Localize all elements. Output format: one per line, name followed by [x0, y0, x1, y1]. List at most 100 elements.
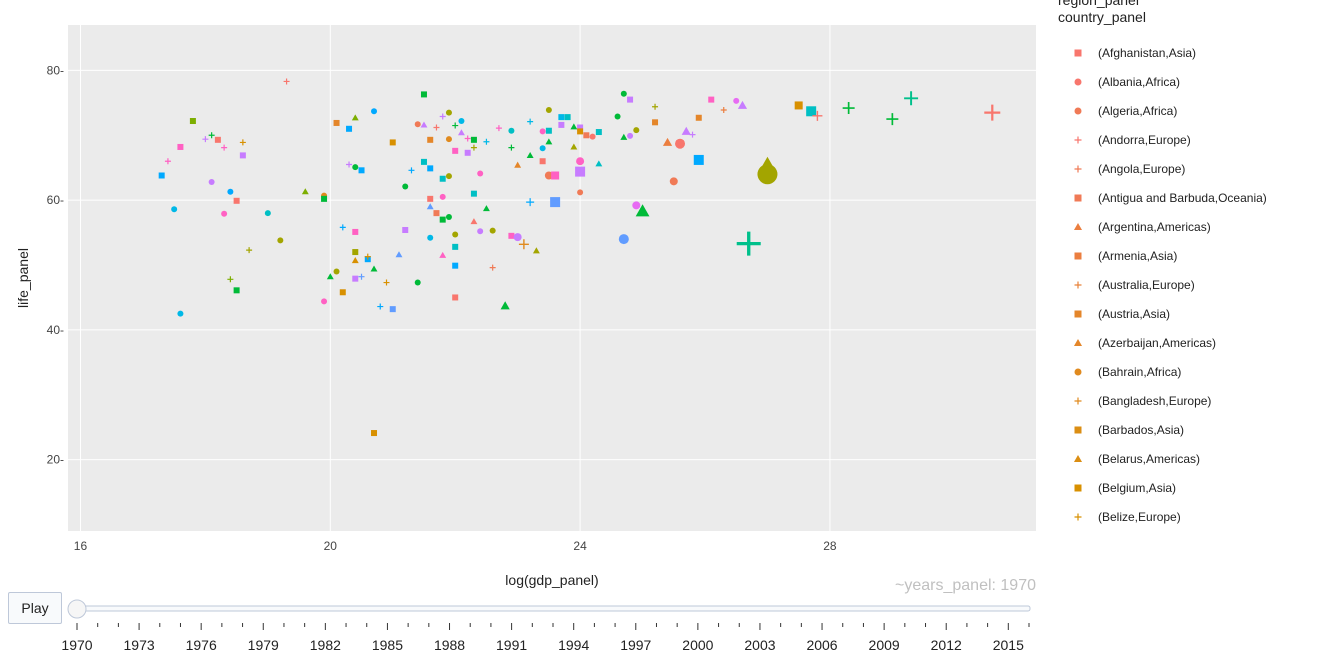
data-point	[358, 167, 365, 174]
slider-year-label[interactable]: 1988	[434, 637, 465, 653]
slider-ticks	[76, 623, 1030, 630]
legend-marker-icon	[1073, 338, 1083, 346]
legend-item[interactable]: (Angola,Europe)	[1058, 154, 1328, 183]
legend-label: (Belize,Europe)	[1098, 509, 1181, 524]
legend-item[interactable]: (Belize,Europe)	[1058, 502, 1328, 531]
data-points	[158, 78, 1001, 437]
data-point	[558, 114, 565, 121]
slider-year-label[interactable]: 1994	[558, 637, 589, 653]
data-point	[283, 78, 290, 85]
slider-year-label[interactable]: 1979	[248, 637, 279, 653]
legend-label: (Azerbaijan,Americas)	[1098, 335, 1217, 350]
legend-label: (Antigua and Barbuda,Oceania)	[1098, 190, 1267, 205]
legend-marker	[1074, 484, 1082, 491]
legend-label: (Andorra,Europe)	[1098, 132, 1191, 147]
data-point	[177, 143, 184, 150]
legend-item[interactable]: (Australia,Europe)	[1058, 270, 1328, 299]
data-point	[333, 119, 340, 126]
legend-item[interactable]: (Antigua and Barbuda,Oceania)	[1058, 183, 1328, 212]
data-point	[514, 161, 522, 168]
slider-handle[interactable]	[67, 599, 87, 619]
data-point	[539, 145, 546, 152]
slider-year-label[interactable]: 1970	[61, 637, 92, 653]
data-point	[695, 114, 702, 121]
slider-year-label[interactable]: 1982	[310, 637, 341, 653]
legend-item[interactable]: (Azerbaijan,Americas)	[1058, 328, 1328, 357]
legend-marker	[1073, 454, 1083, 462]
legend-marker-icon	[1073, 454, 1083, 462]
data-point	[464, 149, 471, 156]
slider-year-label[interactable]: 2000	[682, 637, 713, 653]
legend-marker	[1074, 426, 1082, 433]
data-point	[351, 114, 359, 121]
data-point	[233, 197, 240, 204]
legend-marker	[1074, 136, 1082, 143]
data-point	[508, 144, 515, 151]
data-point	[733, 97, 740, 104]
data-point	[171, 206, 178, 213]
data-point	[427, 136, 434, 143]
play-button[interactable]: Play	[8, 592, 62, 624]
data-point	[221, 144, 228, 151]
slider-year-label[interactable]: 2009	[869, 637, 900, 653]
slider-year-label[interactable]: 1973	[124, 637, 155, 653]
data-point	[189, 118, 196, 125]
data-point	[627, 96, 634, 103]
legend-item[interactable]: (Belgium,Asia)	[1058, 473, 1328, 502]
legend-label: (Bahrain,Africa)	[1098, 364, 1182, 379]
data-point	[402, 183, 409, 190]
legend-item[interactable]: (Albania,Africa)	[1058, 67, 1328, 96]
x-axis-title: log(gdp_panel)	[505, 572, 598, 588]
legend-item[interactable]: (Austria,Asia)	[1058, 299, 1328, 328]
legend-item[interactable]: (Barbados,Asia)	[1058, 415, 1328, 444]
slider-year-label[interactable]: 1976	[186, 637, 217, 653]
data-point	[576, 157, 585, 166]
legend-label: (Barbados,Asia)	[1098, 422, 1185, 437]
data-point	[346, 161, 353, 168]
data-point	[427, 165, 434, 172]
data-point	[457, 129, 465, 136]
data-point	[618, 234, 629, 245]
legend-label: (Belarus,Americas)	[1098, 451, 1201, 466]
data-point	[439, 216, 446, 223]
data-point	[518, 239, 529, 250]
slider-year-label[interactable]: 2012	[931, 637, 962, 653]
legend-item[interactable]: (Andorra,Europe)	[1058, 125, 1328, 154]
slider-year-label[interactable]: 2003	[744, 637, 775, 653]
data-point	[339, 224, 346, 231]
slider-rail[interactable]	[68, 605, 1031, 612]
data-point	[426, 203, 434, 210]
data-point	[526, 151, 534, 158]
y-tick-label: 20-	[47, 453, 64, 467]
legend-marker	[1074, 194, 1082, 201]
legend-item[interactable]: (Afghanistan,Asia)	[1058, 38, 1328, 67]
data-point	[177, 310, 184, 317]
data-point	[570, 123, 578, 130]
data-point	[352, 249, 359, 256]
slider-year-label[interactable]: 2006	[806, 637, 837, 653]
year-slider[interactable]: 1970 1973 1976 1979 1982 1985 1988 1991 1994 1997…	[0, 596, 1040, 657]
data-point	[635, 204, 650, 217]
data-point	[427, 195, 434, 202]
legend-item[interactable]: (Bahrain,Africa)	[1058, 357, 1328, 386]
data-point	[570, 143, 578, 150]
data-point	[545, 138, 553, 145]
legend-item[interactable]: (Armenia,Asia)	[1058, 241, 1328, 270]
legend-item[interactable]: (Bangladesh,Europe)	[1058, 386, 1328, 415]
data-point	[539, 158, 546, 165]
data-point	[371, 108, 378, 115]
data-point	[377, 303, 384, 310]
slider-year-label[interactable]: 1991	[496, 637, 527, 653]
data-point	[693, 154, 704, 165]
data-point	[277, 237, 284, 244]
legend-label: (Albania,Africa)	[1098, 74, 1181, 89]
slider-year-label[interactable]: 1985	[372, 637, 403, 653]
legend-item[interactable]: (Argentina,Americas)	[1058, 212, 1328, 241]
legend-item[interactable]: (Algeria,Africa)	[1058, 96, 1328, 125]
slider-year-label[interactable]: 1997	[620, 637, 651, 653]
legend-marker-icon	[1074, 368, 1082, 375]
slider-year-label[interactable]: 2015	[993, 637, 1024, 653]
data-point	[202, 136, 209, 143]
legend-marker-icon	[1074, 194, 1082, 201]
legend-item[interactable]: (Belarus,Americas)	[1058, 444, 1328, 473]
